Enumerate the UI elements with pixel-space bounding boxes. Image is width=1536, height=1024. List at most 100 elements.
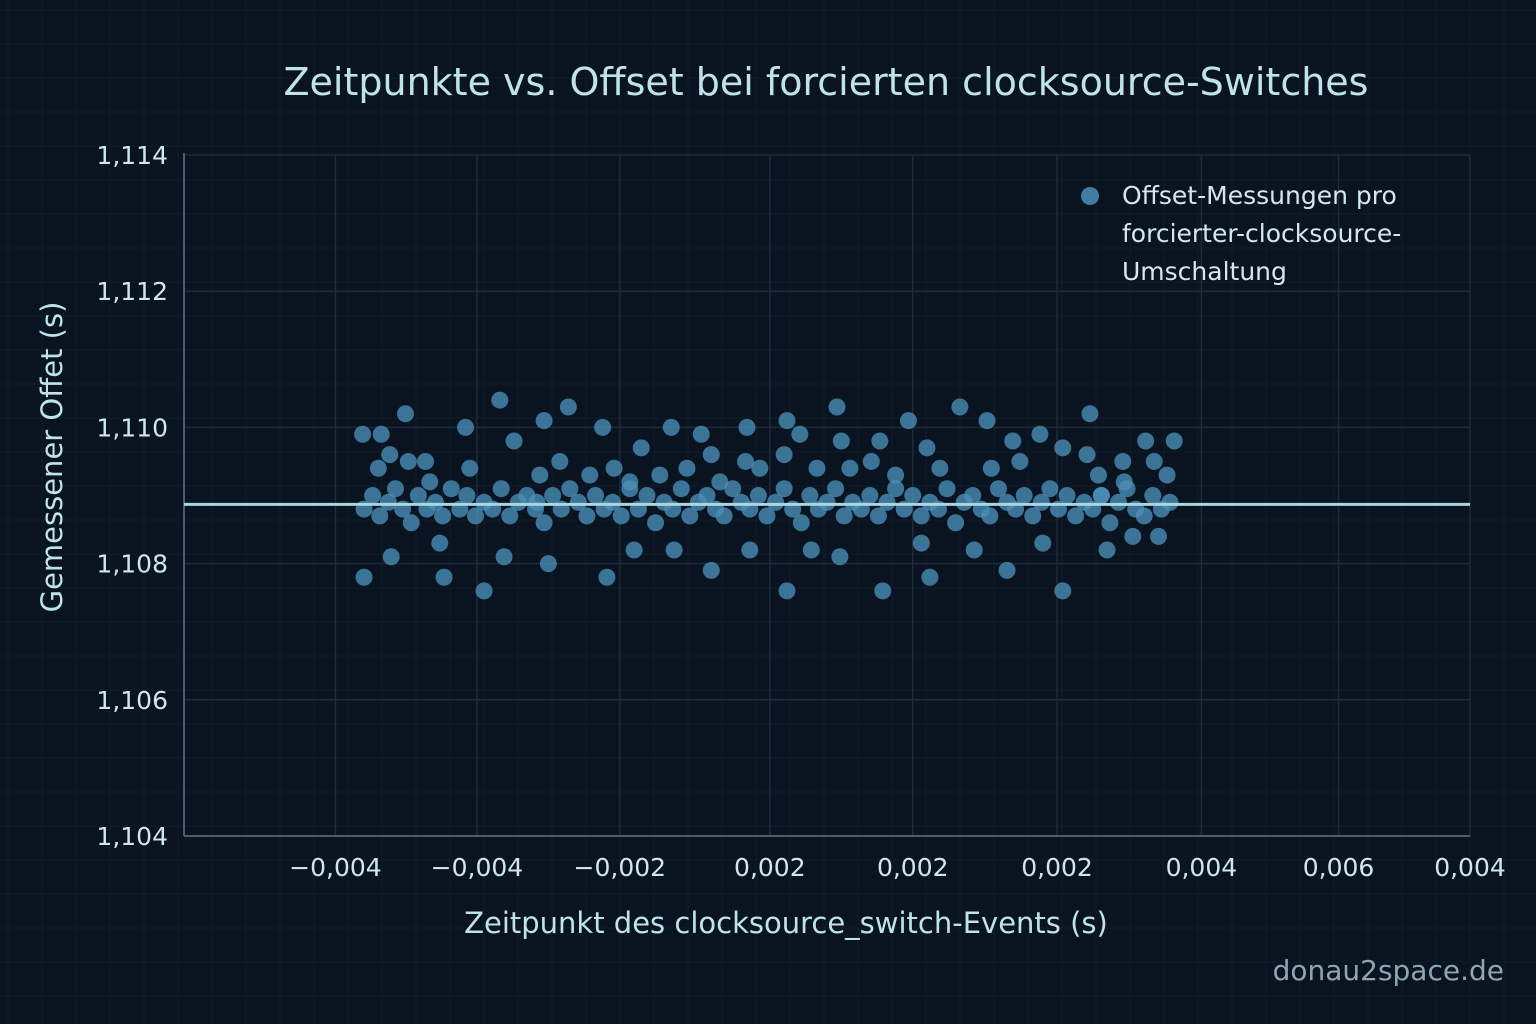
data-point <box>1165 432 1183 450</box>
data-point <box>1150 527 1168 545</box>
data-point <box>491 391 509 409</box>
data-point <box>835 507 853 525</box>
data-point <box>841 459 859 477</box>
y-tick-label: 1,108 <box>96 550 168 579</box>
data-point <box>458 487 476 504</box>
data-point <box>938 480 956 498</box>
data-point <box>1145 452 1163 470</box>
data-point <box>466 507 484 525</box>
data-point <box>1161 493 1179 511</box>
legend-label-line-1: Offset-Messungen pro <box>1122 181 1397 210</box>
x-tick-label: 0,002 <box>1021 853 1093 882</box>
data-point <box>832 432 850 450</box>
data-point <box>808 459 826 477</box>
data-point <box>399 452 417 470</box>
data-point <box>692 425 710 443</box>
data-point <box>544 487 562 504</box>
data-point <box>1032 493 1050 511</box>
data-point <box>426 493 444 511</box>
data-point <box>501 507 519 525</box>
data-point <box>632 439 650 457</box>
data-point <box>869 507 887 525</box>
data-point <box>681 507 699 525</box>
data-point <box>559 398 577 416</box>
data-point <box>1124 527 1142 545</box>
data-point <box>751 459 769 477</box>
data-point <box>518 487 536 504</box>
data-point <box>598 568 616 586</box>
data-point <box>1114 452 1132 470</box>
x-axis-label: Zeitpunkt des clocksource_switch-Events … <box>464 906 1108 940</box>
data-point <box>434 507 452 525</box>
data-point <box>1081 405 1099 423</box>
x-tick-label: −0,002 <box>574 853 667 882</box>
data-point <box>918 439 936 457</box>
data-point <box>831 548 849 566</box>
x-tick-label: 0,004 <box>1166 853 1238 882</box>
data-point <box>1054 439 1072 457</box>
data-point <box>492 480 510 498</box>
data-point <box>1089 466 1107 484</box>
data-point <box>792 514 810 532</box>
data-point <box>989 480 1007 498</box>
data-point <box>775 480 793 498</box>
data-point <box>431 534 449 552</box>
data-point <box>587 487 605 504</box>
data-point <box>778 412 796 430</box>
major-grid <box>184 154 1471 837</box>
data-point <box>638 487 656 504</box>
data-point <box>1004 432 1022 450</box>
data-point <box>791 425 809 443</box>
data-point <box>724 480 742 498</box>
data-point <box>1015 487 1033 504</box>
data-point <box>535 514 553 532</box>
data-point <box>715 507 733 525</box>
x-tick-label: 0,002 <box>877 853 949 882</box>
data-point <box>862 452 880 470</box>
data-point <box>442 480 460 498</box>
data-point <box>767 493 785 511</box>
data-point <box>551 452 569 470</box>
data-point <box>878 493 896 511</box>
data-point <box>535 412 553 430</box>
data-point <box>647 514 665 532</box>
data-point <box>887 480 905 498</box>
data-point <box>662 418 680 436</box>
data-point <box>539 555 557 573</box>
data-point <box>1024 507 1042 525</box>
x-tick-label: 0,004 <box>1434 853 1506 882</box>
data-point <box>1067 507 1085 525</box>
data-point <box>604 493 622 511</box>
x-tick-labels: −0,004 −0,004 −0,002 0,002 0,002 0,002 0,004 0,… <box>289 853 1506 882</box>
data-point <box>625 541 643 559</box>
data-point <box>1058 487 1076 504</box>
legend-label-line-2: forcierter-clocksource- <box>1122 219 1401 248</box>
data-point <box>1011 452 1029 470</box>
data-point <box>1092 487 1110 504</box>
chart-title: Zeitpunkte vs. Offset bei forcierten clo… <box>284 60 1369 104</box>
data-point <box>409 487 427 504</box>
watermark: donau2space.de <box>1273 954 1504 987</box>
data-point <box>421 473 439 491</box>
y-tick-labels: 1,114 1,112 1,110 1,108 1,106 1,104 <box>96 141 168 851</box>
x-tick-label: 0,002 <box>734 853 806 882</box>
data-point <box>711 473 729 491</box>
data-point <box>827 480 845 498</box>
data-point <box>1135 507 1153 525</box>
data-point <box>665 541 683 559</box>
data-point <box>355 568 373 586</box>
data-point <box>354 425 372 443</box>
data-point <box>495 548 513 566</box>
data-point <box>416 452 434 470</box>
data-point <box>678 459 696 477</box>
data-point <box>369 459 387 477</box>
data-point <box>1078 446 1096 464</box>
data-point <box>738 418 756 436</box>
data-point <box>899 412 917 430</box>
data-point <box>1158 466 1176 484</box>
y-axis-label: Gemessener Offet (s) <box>35 302 69 613</box>
data-point <box>402 514 420 532</box>
data-point <box>912 507 930 525</box>
data-point <box>951 398 969 416</box>
data-point <box>981 507 999 525</box>
